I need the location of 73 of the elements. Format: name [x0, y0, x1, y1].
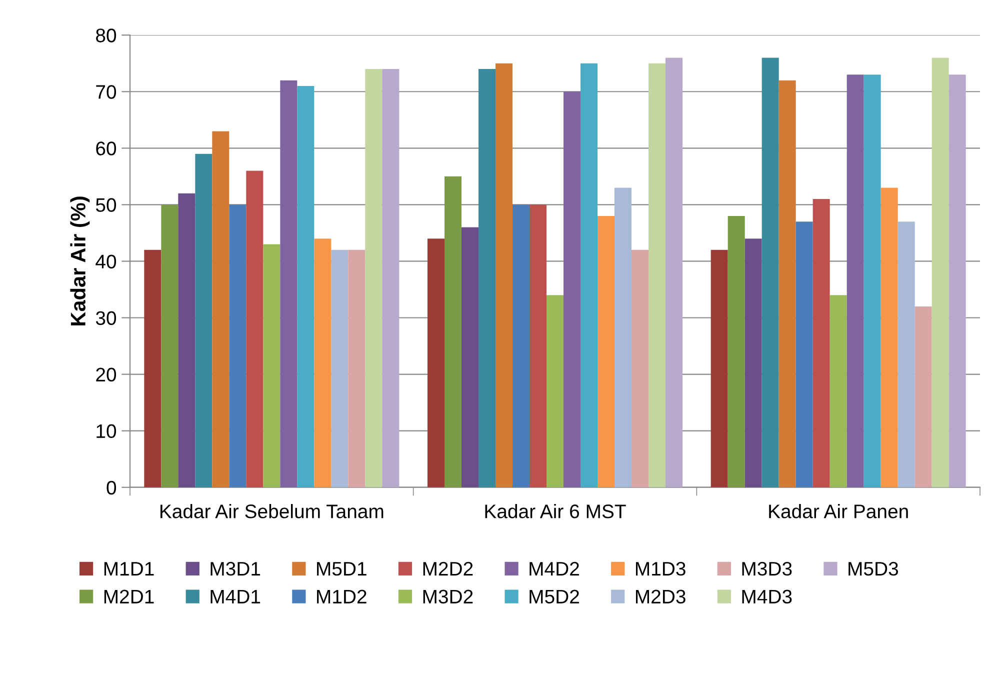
y-tick-label: 30 — [96, 311, 116, 325]
x-tick-label: Kadar Air Sebelum Tanam — [160, 504, 384, 518]
bar — [496, 63, 512, 488]
y-tick-label: 60 — [96, 142, 116, 156]
bar — [348, 250, 366, 488]
bar — [614, 188, 632, 488]
bar — [478, 69, 496, 488]
bar — [710, 250, 728, 488]
bar — [212, 131, 230, 488]
legend-label: M4D2 — [530, 562, 579, 576]
bar — [830, 295, 847, 488]
legend-label: M3D1 — [210, 562, 260, 576]
legend-label: M5D2 — [530, 590, 579, 604]
bar — [948, 74, 966, 488]
bar — [648, 63, 666, 488]
bar — [229, 204, 246, 488]
bar — [728, 216, 745, 488]
bar — [246, 170, 264, 488]
y-tick-label: 10 — [96, 424, 116, 438]
legend-label: M5D3 — [848, 562, 898, 576]
bar — [580, 63, 598, 488]
legend-label: M1D2 — [317, 590, 366, 604]
bar — [530, 204, 546, 488]
y-tick-label: 70 — [96, 85, 116, 99]
y-tick-label: 50 — [96, 198, 116, 212]
y-tick-label: 20 — [96, 368, 116, 382]
bar — [462, 227, 478, 488]
bar — [744, 238, 762, 488]
legend-label: M1D3 — [636, 562, 686, 576]
bar — [864, 74, 881, 488]
y-tick-label: 40 — [96, 254, 116, 268]
bar — [331, 250, 348, 488]
legend-label: M3D2 — [423, 590, 473, 604]
bar — [314, 238, 332, 488]
bar — [546, 295, 564, 488]
bar — [880, 188, 898, 488]
bar — [382, 69, 400, 488]
bar — [796, 222, 813, 488]
bar — [428, 238, 444, 488]
y-tick-label: 80 — [96, 28, 116, 42]
bar — [932, 58, 949, 488]
bar — [666, 58, 682, 488]
legend-label: M4D3 — [742, 590, 792, 604]
bar — [564, 92, 580, 488]
bar — [778, 80, 796, 488]
x-tick-label: Kadar Air 6 MST — [485, 504, 626, 518]
bar — [365, 69, 382, 488]
y-axis-title: Kadar Air (%) — [70, 196, 90, 326]
x-tick-label: Kadar Air Panen — [769, 504, 908, 518]
bar — [898, 222, 915, 488]
bar — [195, 154, 212, 488]
bar — [161, 204, 178, 488]
bar — [444, 176, 462, 488]
legend-label: M4D1 — [210, 590, 260, 604]
bar — [512, 204, 530, 488]
bar — [297, 86, 314, 488]
bar — [762, 58, 779, 488]
bar — [598, 216, 614, 488]
legend-label: M2D2 — [423, 562, 473, 576]
bar — [846, 74, 864, 488]
legend-label: M1D1 — [104, 562, 154, 576]
bar — [144, 250, 162, 488]
bar — [812, 199, 830, 488]
y-tick-label: 0 — [106, 480, 116, 495]
legend-label: M3D3 — [742, 562, 792, 576]
bar — [632, 250, 648, 488]
bar — [914, 306, 932, 488]
legend-label: M2D1 — [104, 590, 154, 604]
bar — [280, 80, 298, 488]
legend-label: M5D1 — [317, 562, 366, 576]
legend-label: M2D3 — [636, 590, 686, 604]
bar — [178, 193, 196, 488]
bar — [263, 244, 280, 488]
